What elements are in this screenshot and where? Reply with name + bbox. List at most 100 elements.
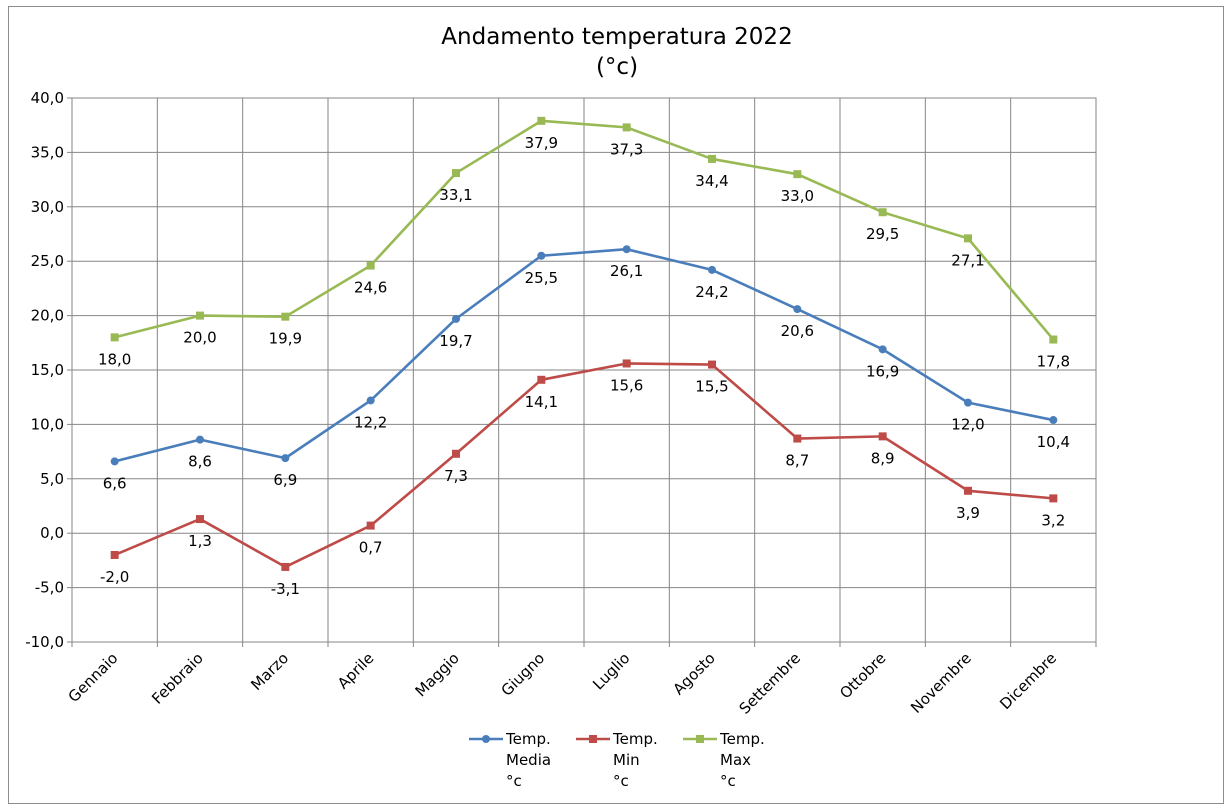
- data-label: 0,7: [359, 539, 383, 557]
- y-tick-label: 5,0: [40, 470, 64, 488]
- legend-entry-text: °c: [506, 772, 522, 790]
- chart-subtitle: (°c): [596, 54, 638, 80]
- data-label: 18,0: [98, 350, 131, 368]
- x-category-label: Dicembre: [996, 649, 1060, 713]
- data-point: [964, 398, 972, 407]
- data-label: 8,7: [785, 452, 809, 470]
- data-label: 37,9: [525, 134, 558, 152]
- data-point: [537, 375, 546, 384]
- data-label: 1,3: [188, 532, 212, 550]
- data-label: 29,5: [866, 225, 899, 243]
- data-point: [622, 245, 631, 254]
- legend-entry-text: Media: [506, 751, 551, 769]
- y-tick-label: 20,0: [31, 307, 64, 325]
- data-labels: 6,6 8,6 6,9 12,2 19,7 25,5 26,1 24,2 20,6 16,9 12,…: [98, 134, 1070, 598]
- legend-entry-text: Min: [613, 751, 640, 769]
- legend-swatch-marker: [589, 735, 597, 743]
- legend-entry-text: Temp.: [505, 730, 551, 748]
- data-label: 33,1: [439, 186, 472, 204]
- data-point: [366, 396, 375, 405]
- data-label: 8,9: [871, 449, 895, 467]
- data-point: [196, 515, 204, 524]
- series-lines: [110, 116, 1058, 571]
- data-label: 15,5: [695, 378, 728, 396]
- data-label: 33,0: [781, 187, 814, 205]
- data-point: [281, 562, 290, 571]
- data-point: [622, 123, 631, 132]
- data-point: [452, 169, 460, 178]
- data-label: 37,3: [610, 140, 643, 158]
- data-point: [281, 454, 290, 463]
- data-label: 19,7: [439, 332, 472, 350]
- data-point: [110, 550, 119, 559]
- data-point: [793, 434, 802, 443]
- chart-frame: Andamento temperatura 2022 (°c) 40,0 35,0…: [8, 6, 1224, 804]
- data-point: [964, 486, 972, 495]
- data-point: [110, 457, 119, 466]
- x-category-label: Settembre: [736, 649, 805, 718]
- data-point: [793, 170, 802, 179]
- y-tick-label: -10,0: [25, 633, 64, 651]
- x-category-label: Gennaio: [65, 649, 122, 706]
- data-point: [708, 360, 716, 369]
- data-point: [878, 345, 887, 354]
- data-point: [1049, 335, 1058, 344]
- x-category-label: Giugno: [498, 649, 549, 700]
- data-label: 17,8: [1037, 353, 1070, 371]
- data-label: 20,6: [781, 322, 814, 340]
- data-label: 3,9: [956, 504, 980, 522]
- legend: Temp. Media °c Temp. Min °c Temp. Max °c: [469, 730, 765, 790]
- data-point: [196, 311, 204, 320]
- x-axis-categories: Gennaio Febbraio Marzo Aprile Maggio Giugno Lu…: [65, 649, 1061, 718]
- y-tick-label: 0,0: [40, 524, 64, 542]
- legend-swatch-marker: [696, 735, 704, 743]
- data-label: 8,6: [188, 453, 212, 471]
- y-tick-label: 15,0: [31, 361, 64, 379]
- data-label: 20,0: [183, 329, 216, 347]
- data-label: 15,6: [610, 376, 643, 394]
- data-label: 6,6: [103, 474, 127, 492]
- data-label: -3,1: [271, 580, 300, 598]
- legend-swatch-marker: [482, 735, 490, 743]
- x-category-label: Ottobre: [836, 649, 889, 702]
- x-category-label: Maggio: [412, 649, 463, 700]
- series-line: [114, 362, 1054, 569]
- legend-entry-text: Temp.: [612, 730, 658, 748]
- data-label: 6,9: [273, 471, 297, 489]
- data-label: 25,5: [525, 269, 558, 287]
- data-point: [537, 116, 546, 125]
- data-point: [1049, 494, 1058, 503]
- data-point: [537, 251, 546, 260]
- data-point: [964, 234, 972, 243]
- temperature-line-chart: Andamento temperatura 2022 (°c) 40,0 35,0…: [25, 24, 1097, 790]
- data-label: 10,4: [1037, 433, 1070, 451]
- data-label: 12,2: [354, 413, 387, 431]
- data-point: [366, 521, 375, 530]
- data-point: [1049, 416, 1058, 425]
- legend-entry-text: Temp.: [719, 730, 765, 748]
- series-line: [114, 247, 1054, 463]
- data-label: 24,6: [354, 279, 387, 297]
- x-category-label: Aprile: [334, 649, 377, 692]
- data-point: [622, 359, 631, 368]
- data-label: 16,9: [866, 362, 899, 380]
- data-point: [708, 154, 716, 163]
- y-tick-label: 35,0: [31, 143, 64, 161]
- y-tick-label: 25,0: [31, 252, 64, 270]
- data-label: 12,0: [951, 416, 984, 434]
- y-tick-label: 40,0: [31, 89, 64, 107]
- data-label: 24,2: [695, 283, 728, 301]
- data-point: [452, 314, 460, 323]
- chart-title: Andamento temperatura 2022: [441, 24, 792, 50]
- data-point: [110, 333, 119, 342]
- y-axis-ticks: 40,0 35,0 30,0 25,0 20,0 15,0 10,0 5,0 0,0 -5,0 -1…: [25, 89, 64, 651]
- data-label: 26,1: [610, 262, 643, 280]
- data-point: [366, 261, 375, 270]
- data-point: [196, 435, 204, 444]
- data-label: -2,0: [100, 568, 129, 586]
- data-label: 34,4: [695, 172, 728, 190]
- data-label: 7,3: [444, 467, 468, 485]
- data-point: [452, 449, 460, 458]
- data-label: 27,1: [951, 251, 984, 269]
- x-category-label: Febbraio: [148, 649, 207, 708]
